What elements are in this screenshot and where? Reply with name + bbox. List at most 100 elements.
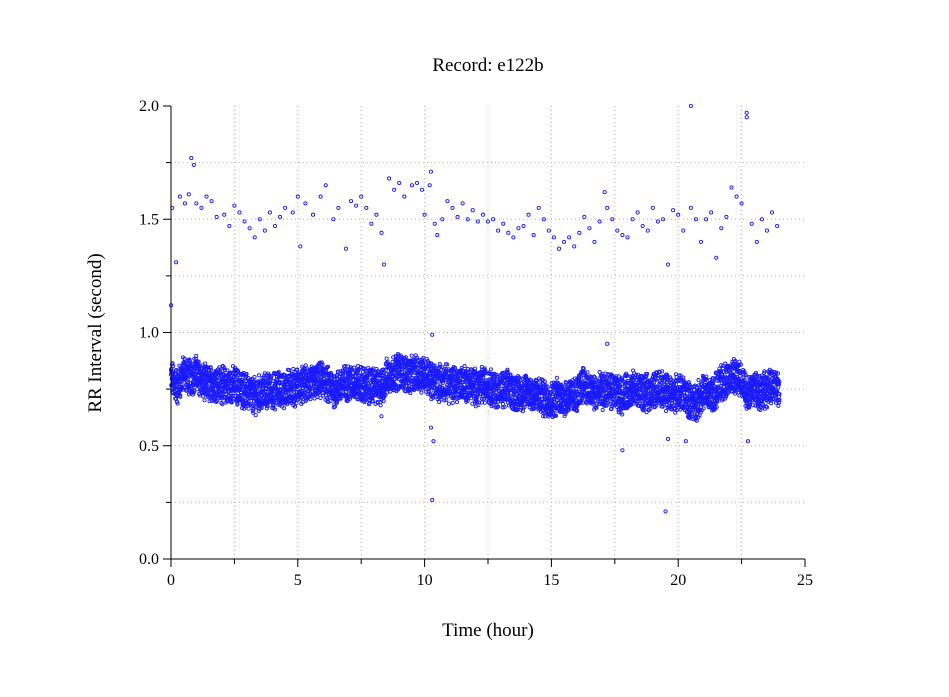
data-point	[259, 405, 264, 411]
data-point	[446, 401, 452, 406]
data-point	[178, 393, 183, 398]
data-point	[208, 367, 213, 372]
data-point	[215, 398, 220, 403]
data-point	[272, 400, 277, 405]
data-point	[175, 401, 180, 406]
data-point	[173, 383, 178, 388]
data-point	[252, 374, 257, 380]
chart-title: Record: e122b	[432, 55, 543, 76]
data-point	[233, 365, 238, 370]
data-point	[309, 383, 314, 388]
data-point	[334, 388, 339, 393]
data-point	[196, 359, 201, 364]
data-point	[186, 377, 191, 382]
data-point	[258, 399, 263, 404]
data-point	[344, 368, 349, 373]
data-point	[235, 401, 240, 406]
data-point	[253, 413, 258, 418]
data-point	[328, 398, 333, 404]
data-point	[194, 353, 199, 358]
data-point	[244, 371, 249, 376]
data-point	[308, 397, 313, 402]
data-point	[345, 398, 350, 403]
data-point	[355, 370, 360, 375]
data-point	[208, 365, 213, 370]
data-point	[246, 406, 251, 411]
data-point	[341, 368, 346, 373]
data-point	[267, 392, 272, 397]
data-point	[285, 402, 290, 407]
data-point	[192, 389, 197, 394]
data-point	[276, 369, 281, 374]
data-point	[335, 399, 340, 405]
data-point	[319, 360, 324, 365]
data-point	[304, 397, 309, 402]
data-point	[384, 356, 389, 361]
data-point	[600, 407, 605, 413]
data-point	[192, 356, 197, 361]
data-point	[222, 366, 227, 371]
data-point	[233, 379, 239, 384]
data-point	[287, 368, 292, 373]
grid-lines	[171, 106, 805, 559]
data-point	[696, 378, 701, 383]
data-point	[347, 396, 353, 401]
data-point	[341, 370, 346, 375]
data-point	[229, 400, 234, 405]
data-point	[292, 404, 298, 409]
data-point	[202, 398, 207, 403]
data-point	[230, 378, 235, 383]
data-point	[328, 370, 334, 375]
data-point	[259, 404, 264, 409]
data-point	[342, 383, 347, 388]
data-point	[274, 377, 279, 383]
data-point	[222, 368, 227, 373]
data-point	[256, 373, 262, 378]
data-point	[262, 373, 267, 378]
data-point	[295, 367, 300, 372]
data-point	[291, 366, 296, 371]
data-point	[409, 353, 414, 358]
data-point	[256, 408, 261, 414]
data-point	[294, 400, 299, 406]
data-point	[190, 386, 195, 391]
data-point	[228, 390, 233, 395]
data-point	[320, 362, 325, 367]
data-point	[283, 373, 288, 378]
data-point	[308, 387, 313, 392]
data-point	[263, 388, 268, 393]
data-point	[325, 364, 331, 369]
data-point	[196, 362, 201, 367]
data-point	[269, 373, 274, 378]
data-point	[554, 375, 559, 380]
data-point	[343, 376, 348, 381]
data-point	[236, 369, 241, 374]
data-point	[239, 377, 244, 382]
data-point	[220, 402, 225, 407]
data-point	[318, 395, 323, 400]
data-point	[450, 400, 455, 405]
data-point	[333, 404, 338, 409]
data-point	[326, 399, 331, 405]
data-point	[340, 372, 345, 377]
data-point	[225, 368, 230, 373]
data-points	[168, 103, 782, 514]
data-point	[201, 394, 206, 399]
data-point	[220, 368, 225, 374]
data-point	[274, 386, 279, 391]
data-point	[326, 373, 332, 378]
data-point	[220, 392, 225, 397]
data-point	[206, 366, 211, 371]
data-point	[488, 367, 493, 372]
data-point	[282, 406, 287, 411]
data-point	[454, 400, 460, 405]
data-point	[462, 363, 467, 369]
data-point	[214, 377, 219, 382]
data-point	[251, 406, 256, 411]
data-point	[271, 392, 276, 397]
data-point	[266, 371, 271, 376]
data-point	[272, 407, 278, 412]
data-point	[362, 398, 368, 403]
data-point	[264, 406, 269, 411]
